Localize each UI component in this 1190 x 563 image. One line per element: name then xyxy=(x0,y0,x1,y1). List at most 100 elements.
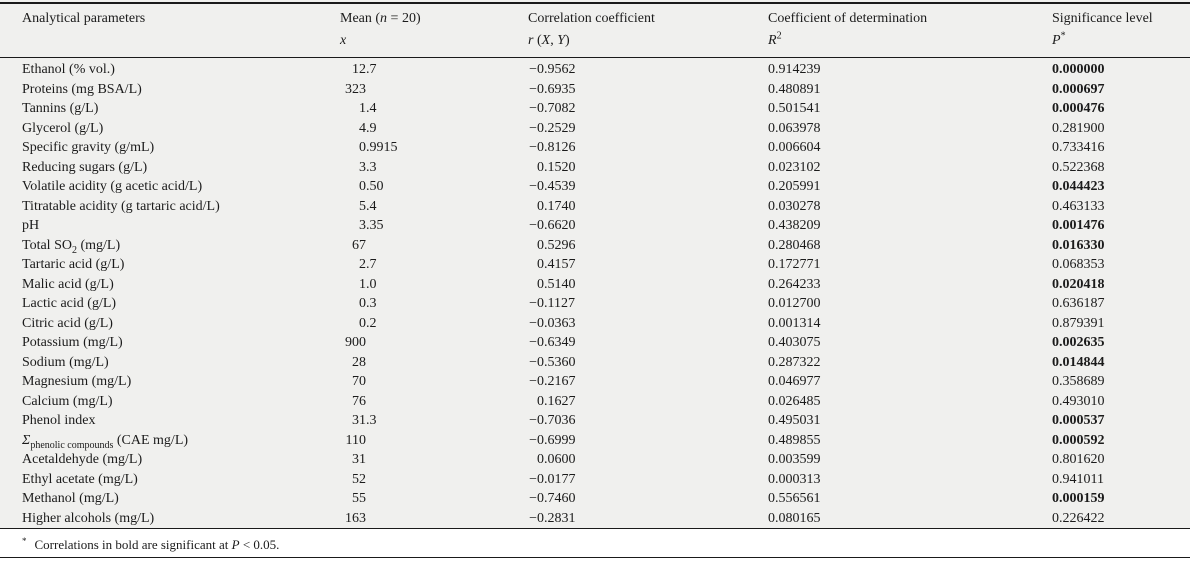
cell-significance-level: 0.226422 xyxy=(1052,510,1105,526)
cell-parameter: pH xyxy=(22,218,40,233)
cell-parameter: Tannins (g/L) xyxy=(22,101,99,116)
cell-significance-level: 0.000476 xyxy=(1052,101,1105,116)
cell-parameter: Ethyl acetate (mg/L) xyxy=(22,471,138,487)
cell-parameter: Higher alcohols (mg/L) xyxy=(22,510,155,526)
table-row: Magnesium (mg/L) 70 −0.2167 0.046977 0.3… xyxy=(0,372,1190,392)
cell-correlation-coefficient: 0.1627 xyxy=(537,393,576,409)
header-line1: Coefficient of determination xyxy=(768,11,928,26)
cell-coefficient-of-determination: 0.495031 xyxy=(768,413,821,428)
cell-parameter: Total SO2 (mg/L) xyxy=(22,237,121,256)
cell-mean: 3.35 xyxy=(359,218,384,233)
cell-mean: 0.50 xyxy=(359,179,384,194)
table-row: Calcium (mg/L) 76 0.1627 0.026485 0.4930… xyxy=(0,392,1190,412)
table-row: Acetaldehyde (mg/L) 31 0.0600 0.003599 0… xyxy=(0,450,1190,470)
cell-parameter: Lactic acid (g/L) xyxy=(22,296,117,311)
cell-mean: 3.3 xyxy=(359,159,377,175)
cell-correlation-coefficient: 0.1740 xyxy=(537,198,576,214)
cell-significance-level: 0.358689 xyxy=(1052,374,1105,389)
cell-correlation-coefficient: −0.0177 xyxy=(529,471,576,487)
table-footnote: * Correlations in bold are significant at… xyxy=(22,535,280,552)
column-header-coefficient-of-determination: Coefficient of determination R2 xyxy=(768,8,1052,52)
cell-correlation-coefficient: 0.0600 xyxy=(537,452,576,467)
cell-parameter: Volatile acidity (g acetic acid/L) xyxy=(22,179,203,194)
cell-mean: 31 xyxy=(352,452,366,467)
cell-significance-level: 0.000159 xyxy=(1052,491,1105,506)
cell-significance-level: 0.879391 xyxy=(1052,315,1105,331)
header-line2: x xyxy=(340,33,347,48)
cell-coefficient-of-determination: 0.003599 xyxy=(768,452,821,467)
cell-correlation-coefficient: 0.5296 xyxy=(537,237,576,253)
cell-mean: 4.9 xyxy=(359,120,377,136)
table-row: Malic acid (g/L) 1.0 0.5140 0.264233 0.0… xyxy=(0,275,1190,295)
cell-mean: 0.3 xyxy=(359,296,377,311)
cell-mean: 70 xyxy=(352,374,366,389)
cell-coefficient-of-determination: 0.012700 xyxy=(768,296,821,311)
header-line2: R2 xyxy=(768,30,782,48)
cell-significance-level: 0.044423 xyxy=(1052,179,1105,194)
cell-correlation-coefficient: −0.7036 xyxy=(529,413,576,428)
cell-correlation-coefficient: −0.6349 xyxy=(529,335,576,350)
cell-coefficient-of-determination: 0.026485 xyxy=(768,393,821,409)
header-line1: Analytical parameters xyxy=(22,11,146,26)
cell-coefficient-of-determination: 0.205991 xyxy=(768,179,821,194)
cell-coefficient-of-determination: 0.172771 xyxy=(768,257,821,272)
cell-parameter: Calcium (mg/L) xyxy=(22,393,113,409)
table-row: Volatile acidity (g acetic acid/L) 0.50 … xyxy=(0,177,1190,197)
cell-parameter: Titratable acidity (g tartaric acid/L) xyxy=(22,198,220,214)
cell-correlation-coefficient: −0.6620 xyxy=(529,218,576,233)
cell-correlation-coefficient: −0.6935 xyxy=(529,81,576,97)
cell-significance-level: 0.733416 xyxy=(1052,140,1105,155)
header-line1: Significance level xyxy=(1052,11,1153,26)
cell-coefficient-of-determination: 0.403075 xyxy=(768,335,821,350)
cell-significance-level: 0.002635 xyxy=(1052,335,1105,350)
cell-parameter: Malic acid (g/L) xyxy=(22,276,114,292)
cell-correlation-coefficient: 0.5140 xyxy=(537,276,576,292)
table-row: Titratable acidity (g tartaric acid/L) 5… xyxy=(0,197,1190,217)
cell-coefficient-of-determination: 0.001314 xyxy=(768,315,821,331)
cell-mean: 0.2 xyxy=(359,315,377,331)
cell-correlation-coefficient: 0.1520 xyxy=(537,159,576,175)
cell-coefficient-of-determination: 0.287322 xyxy=(768,354,821,370)
header-line2: P* xyxy=(1052,30,1066,48)
cell-parameter: Phenol index xyxy=(22,413,96,428)
cell-correlation-coefficient: −0.2167 xyxy=(529,374,576,389)
cell-coefficient-of-determination: 0.063978 xyxy=(768,120,821,136)
table-row: Lactic acid (g/L) 0.3 −0.1127 0.012700 0… xyxy=(0,294,1190,314)
cell-parameter: Ethanol (% vol.) xyxy=(22,62,115,77)
column-header-analytical-parameters: Analytical parameters xyxy=(0,8,340,52)
cell-mean: 76 xyxy=(352,393,366,409)
cell-coefficient-of-determination: 0.501541 xyxy=(768,101,821,116)
cell-parameter: Specific gravity (g/mL) xyxy=(22,140,155,155)
cell-significance-level: 0.014844 xyxy=(1052,354,1105,370)
column-header-correlation-coefficient: Correlation coefficient r (X, Y) xyxy=(528,8,768,52)
cell-correlation-coefficient: −0.0363 xyxy=(529,315,576,331)
cell-mean: 163 xyxy=(345,510,366,526)
cell-mean: 900 xyxy=(345,335,366,350)
cell-mean: 67 xyxy=(352,237,366,253)
cell-significance-level: 0.636187 xyxy=(1052,296,1105,311)
bottom-rule xyxy=(0,557,1190,558)
table-background xyxy=(0,0,1190,528)
body-rule xyxy=(0,528,1190,529)
table-row: Tartaric acid (g/L) 2.7 0.4157 0.172771 … xyxy=(0,255,1190,275)
cell-significance-level: 0.463133 xyxy=(1052,198,1105,214)
cell-significance-level: 0.068353 xyxy=(1052,257,1105,272)
cell-mean: 110 xyxy=(345,432,366,448)
cell-coefficient-of-determination: 0.489855 xyxy=(768,432,821,448)
cell-correlation-coefficient: −0.9562 xyxy=(529,62,576,77)
cell-parameter: Tartaric acid (g/L) xyxy=(22,257,125,272)
table-row: Methanol (mg/L) 55 −0.7460 0.556561 0.00… xyxy=(0,489,1190,509)
cell-significance-level: 0.016330 xyxy=(1052,237,1105,253)
cell-parameter: Citric acid (g/L) xyxy=(22,315,113,331)
cell-parameter: Magnesium (mg/L) xyxy=(22,374,132,389)
cell-parameter: Proteins (mg BSA/L) xyxy=(22,81,142,97)
header-line1: Mean (n = 20) xyxy=(340,11,421,26)
cell-correlation-coefficient: −0.7082 xyxy=(529,101,576,116)
cell-correlation-coefficient: −0.4539 xyxy=(529,179,576,194)
table-row: Reducing sugars (g/L) 3.3 0.1520 0.02310… xyxy=(0,158,1190,178)
cell-coefficient-of-determination: 0.914239 xyxy=(768,62,821,77)
cell-mean: 1.0 xyxy=(359,276,377,292)
cell-significance-level: 0.020418 xyxy=(1052,276,1105,292)
cell-mean: 12.7 xyxy=(352,62,377,77)
cell-correlation-coefficient: −0.1127 xyxy=(529,296,575,311)
